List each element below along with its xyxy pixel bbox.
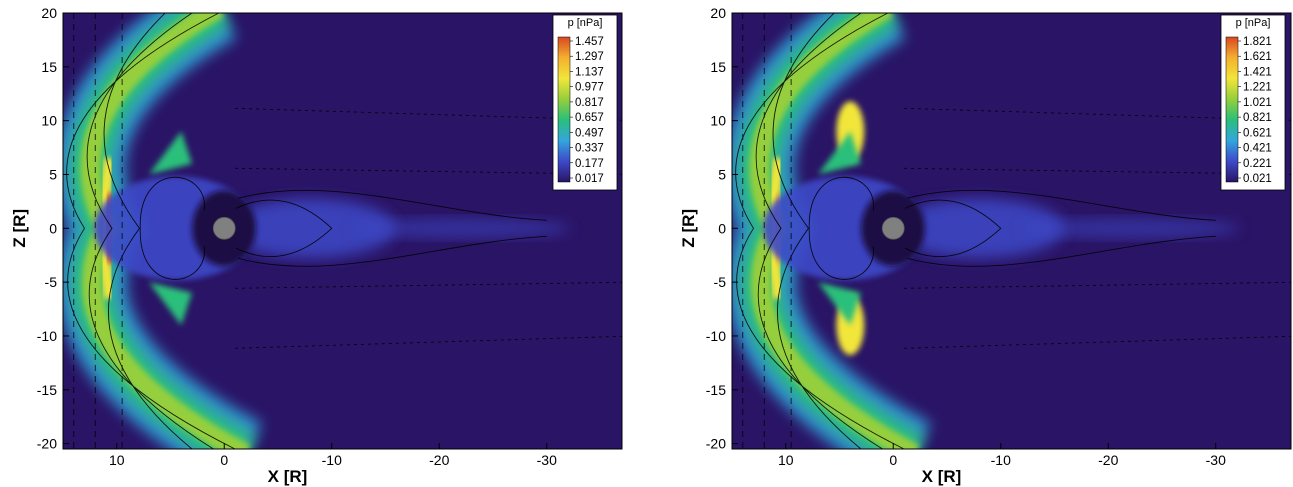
x-tick-label: -30: [1206, 452, 1226, 468]
cusp-north: [149, 131, 192, 175]
cusp-north: [818, 131, 861, 175]
colorbar-tick-label: 1.297: [575, 51, 604, 63]
y-tick-label: 0: [718, 220, 726, 236]
x-axis-label: X [R]: [922, 467, 962, 486]
y-tick-label: 5: [49, 166, 57, 182]
lobe-streamline: [903, 281, 1291, 289]
y-tick-label: -15: [37, 382, 57, 398]
colorbar-tick-label: 1.457: [575, 36, 604, 48]
colorbar-tick-label: 0.177: [575, 158, 604, 170]
x-tick-label: -10: [991, 452, 1011, 468]
colorbar-tick-label: 0.337: [575, 143, 604, 155]
x-tick-label: 0: [889, 452, 897, 468]
pressure-field: [63, 13, 622, 449]
cusp-south: [818, 282, 861, 326]
bow-streamline: [755, 13, 883, 449]
colorbar-tick-label: 0.657: [575, 112, 604, 124]
y-axis-label: Z [R]: [10, 209, 29, 248]
magnetopause-line: [139, 176, 205, 280]
y-tick-label: 20: [710, 5, 726, 21]
bow-streamline: [103, 13, 193, 449]
y-tick-label: 5: [718, 166, 726, 182]
cusp-south: [149, 282, 192, 326]
x-tick-label: 0: [220, 452, 228, 468]
colorbar-tick-label: 0.021: [1243, 173, 1272, 185]
bow-streamline: [772, 13, 862, 449]
x-tick-label: 10: [778, 452, 794, 468]
y-tick-label: -10: [37, 328, 57, 344]
pressure-field: [732, 13, 1291, 449]
y-tick-label: 10: [41, 113, 57, 129]
colorbar-title: p [nPa]: [568, 17, 603, 29]
planet: [212, 216, 236, 240]
colorbar-tick-label: 0.421: [1243, 143, 1272, 155]
plot-frame: [62, 12, 623, 450]
colorbar-tick-label: 1.821: [1243, 36, 1272, 48]
colorbar-tick-label: 0.977: [575, 82, 604, 94]
tail-loop: [236, 199, 333, 258]
plot-frame: [731, 12, 1292, 450]
colorbar-tick-label: 0.621: [1243, 127, 1272, 139]
y-tick-label: 20: [41, 5, 57, 21]
y-tick-label: 15: [710, 59, 726, 75]
y-tick-label: -10: [706, 328, 726, 344]
y-tick-label: -5: [714, 274, 727, 290]
tail-line-north: [907, 189, 1216, 221]
y-axis-label: Z [R]: [679, 209, 698, 248]
colorbar-tick-label: 1.137: [575, 66, 604, 78]
x-tick-label: -10: [322, 452, 342, 468]
lobe-streamline: [903, 335, 1291, 349]
x-tick-label: -30: [537, 452, 557, 468]
colorbar-tick-label: 1.621: [1243, 51, 1272, 63]
magnetopause-line: [808, 176, 874, 280]
y-tick-label: -5: [45, 274, 58, 290]
x-tick-label: -20: [429, 452, 449, 468]
tail-line-south: [238, 235, 547, 267]
tail-loop: [905, 199, 1002, 258]
tail-current-sheet: [1019, 218, 1240, 239]
planet: [881, 216, 905, 240]
y-tick-label: -20: [706, 436, 726, 452]
tail-plasma-sheet: [225, 198, 396, 259]
colorbar-tick-label: 0.017: [575, 173, 604, 185]
colorbar-tick-label: 1.221: [1243, 82, 1272, 94]
y-tick-label: 0: [49, 220, 57, 236]
x-axis-label: X [R]: [268, 467, 308, 486]
colorbar-gradient: [557, 36, 571, 183]
x-tick-label: -20: [1098, 452, 1118, 468]
lobe-streamline: [234, 335, 622, 349]
colorbar-tick-label: 0.821: [1243, 112, 1272, 124]
tail-plasma-sheet: [894, 198, 1065, 259]
tail-line-south: [907, 235, 1216, 267]
colorbar-title: p [nPa]: [1236, 17, 1271, 29]
y-tick-label: -20: [37, 436, 57, 452]
colorbar-tick-label: 1.021: [1243, 97, 1272, 109]
y-tick-label: -15: [706, 382, 726, 398]
y-tick-label: 10: [710, 113, 726, 129]
x-tick-label: 10: [109, 452, 125, 468]
bow-streamline: [86, 13, 214, 449]
colorbar-gradient: [1225, 36, 1239, 183]
colorbar-tick-label: 0.817: [575, 97, 604, 109]
colorbar-tick-label: 0.497: [575, 127, 604, 139]
chart-panel-right: 10 0 -10 -20 -30 20 15 10 5 0 -5 -10 -15 -20 X [R] Z [R…: [679, 5, 1292, 486]
colorbar-tick-label: 0.221: [1243, 158, 1272, 170]
tail-line-north: [238, 189, 547, 221]
chart-panel-left: 10 0 -10 -20 -30 20 15 10 5 0 -5 -10 -15 -20 X [R] Z [R…: [10, 5, 623, 486]
colorbar-tick-label: 1.421: [1243, 66, 1272, 78]
lobe-streamline: [234, 281, 622, 289]
tail-current-sheet: [350, 218, 571, 239]
y-tick-label: 15: [41, 59, 57, 75]
